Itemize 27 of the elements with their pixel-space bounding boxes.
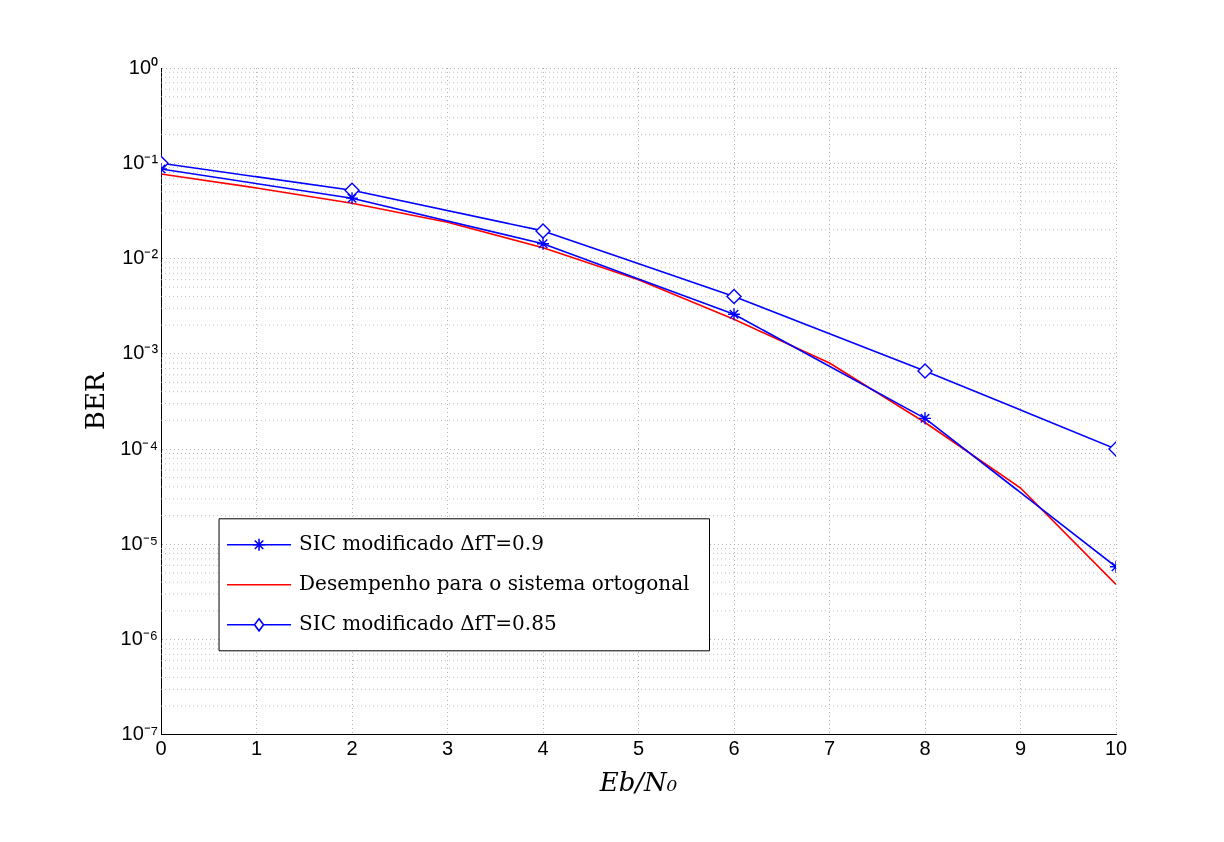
x-tick-label: 2 xyxy=(346,737,358,760)
y-tick-label: 10⁰ xyxy=(128,55,159,78)
point xyxy=(536,237,550,251)
x-axis-title: Eb/N₀ xyxy=(598,767,678,798)
legend-label: Desempenho para o sistema ortogonal xyxy=(299,571,690,595)
y-tick-label: 10⁻⁴ xyxy=(120,436,159,459)
y-tick-label: 10⁻¹ xyxy=(122,150,159,173)
point xyxy=(535,223,551,239)
y-tick-label: 10⁻² xyxy=(122,246,159,269)
legend-label: SIC modificado ΔfT=0.9 xyxy=(299,531,544,555)
x-tick-label: 7 xyxy=(823,737,836,760)
x-tick-label: 10 xyxy=(1104,737,1128,760)
legend-label: SIC modificado ΔfT=0.85 xyxy=(299,611,557,635)
x-tick-label: 0 xyxy=(155,737,167,760)
x-tick-label: 1 xyxy=(250,737,263,760)
y-tick-label: 10⁻³ xyxy=(122,341,159,364)
y-tick-label: 10⁻⁵ xyxy=(120,531,159,554)
x-tick-label: 6 xyxy=(728,737,740,760)
point xyxy=(726,288,742,305)
x-tick-label: 8 xyxy=(919,737,931,760)
x-tick-label: 9 xyxy=(1014,737,1027,760)
x-tick-label: 3 xyxy=(441,737,454,760)
x-tick-label: 5 xyxy=(632,737,645,760)
y-tick-label: 10⁻⁶ xyxy=(120,627,159,650)
point xyxy=(727,307,741,321)
y-axis-title: BER xyxy=(80,371,111,431)
x-tick-label: 4 xyxy=(537,737,549,760)
